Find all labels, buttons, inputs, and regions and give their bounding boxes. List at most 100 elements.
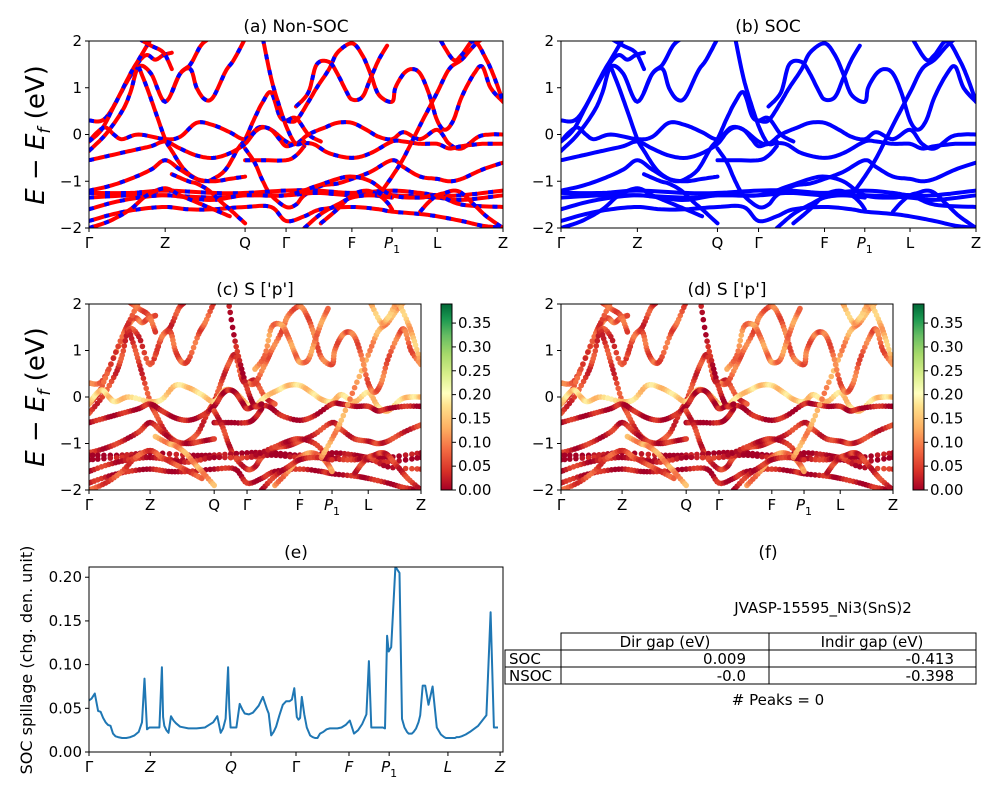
panel-e-ktick-label: Z — [494, 758, 506, 776]
scatter-point — [363, 372, 369, 378]
scatter-point — [701, 324, 708, 331]
scatter-point — [720, 453, 727, 460]
scatter-point — [801, 457, 807, 463]
scatter-point — [229, 324, 236, 331]
scatter-point — [707, 353, 714, 360]
panel-a-ytick-label: 2 — [72, 32, 82, 50]
scatter-point — [338, 417, 345, 424]
band-line-nonsoc-dash-9 — [89, 188, 503, 198]
panel-b-ktick-label: L — [906, 234, 915, 252]
scatter-point — [754, 453, 760, 459]
panel-e-ytick-label: 0.00 — [49, 743, 82, 761]
scatter-point — [890, 487, 893, 490]
scatter-point — [381, 369, 388, 376]
scatter-point — [823, 384, 830, 391]
panel-e-ylabel: SOC spillage (chg. den. unit) — [17, 546, 36, 775]
band-line-soc-7 — [561, 158, 720, 193]
scatter-point — [587, 343, 593, 350]
scatter-point — [876, 335, 883, 342]
scatter-point — [797, 305, 803, 312]
panel-d-ktick-label: Z — [888, 496, 898, 514]
band-line-nonsoc-dash-14 — [170, 172, 247, 225]
band-line-soc-17 — [774, 193, 867, 228]
scatter-point — [108, 361, 114, 367]
scatter-point — [759, 453, 765, 460]
scatter-point — [138, 366, 144, 373]
scatter-point — [890, 403, 893, 410]
scatter-point — [579, 455, 586, 461]
scatter-point — [887, 351, 893, 357]
scatter-point — [122, 338, 129, 344]
scatter-point — [854, 365, 861, 371]
scatter-point — [340, 472, 346, 478]
band-line-nonsoc-24 — [438, 41, 503, 104]
scatter-point — [585, 349, 591, 356]
panel-b-ytick-label: 2 — [544, 32, 554, 50]
scatter-point — [699, 309, 705, 316]
panel-a-ytick-label: 0 — [72, 126, 82, 144]
panel-b-ytick-label: 1 — [544, 79, 554, 97]
scatter-point — [418, 450, 421, 456]
scatter-point — [418, 394, 421, 400]
band-line-nonsoc-dash-16 — [418, 188, 503, 228]
panel-c-ktick-label: Q — [208, 496, 220, 514]
scatter-point — [890, 361, 893, 368]
scatter-point — [277, 452, 284, 459]
scatter-point — [238, 366, 245, 372]
scatter-point — [857, 464, 863, 470]
scatter-point — [121, 343, 128, 349]
panel-c-colorbar — [440, 303, 453, 491]
scatter-point — [737, 337, 744, 344]
scatter-point — [226, 304, 232, 309]
gap-table: JVASP-15595_Ni3(SnS)2 Dir gap (eV) Indir… — [504, 599, 977, 709]
scatter-point — [884, 342, 891, 348]
panel-d-colorbar-label: 0.00 — [930, 481, 963, 499]
band-line-nonsoc-dash-1 — [89, 41, 153, 144]
scatter-point — [418, 403, 421, 410]
scatter-point — [244, 454, 250, 461]
panel-d-colorbar-label: 0.15 — [930, 409, 963, 427]
panel-c-ytick-label: −1 — [60, 435, 82, 453]
panel-b-bands — [561, 41, 976, 228]
scatter-point — [233, 343, 239, 350]
panel-c-ktick-label: Z — [145, 496, 155, 514]
scatter-point — [826, 379, 832, 386]
scatter-point — [239, 455, 245, 461]
band-line-soc-22 — [642, 41, 719, 103]
scatter-point — [396, 453, 402, 459]
scatter-point — [192, 339, 199, 346]
scatter-point — [567, 452, 573, 459]
scatter-point — [638, 451, 645, 457]
scatter-point — [248, 453, 255, 460]
scatter-point — [189, 349, 195, 356]
scatter-point — [709, 362, 716, 368]
scatter-point — [386, 352, 393, 359]
scatter-point — [839, 347, 845, 354]
scatter-point — [812, 456, 819, 463]
band-line-nonsoc-dash-22 — [169, 41, 247, 103]
panel-c-title: (c) S ['p'] — [216, 280, 294, 300]
scatter-point — [858, 352, 865, 359]
band-line-nonsoc-3 — [136, 64, 323, 184]
scatter-point — [868, 453, 874, 459]
scatter-point — [716, 450, 722, 456]
panel-d-colorbar-label: 0.10 — [930, 433, 963, 451]
band-line-soc-16 — [891, 188, 976, 228]
panel-c-ylabel: E − Ef (eV) — [21, 327, 55, 467]
scatter-point — [624, 312, 631, 319]
scatter-point — [206, 455, 213, 461]
scatter-point — [592, 348, 599, 354]
panel-c-colorbar-label: 0.25 — [458, 362, 491, 380]
scatter-point — [367, 347, 373, 354]
panel-b-title: (b) SOC — [735, 17, 801, 37]
scatter-point — [890, 394, 893, 400]
band-line-nonsoc-dash-7 — [89, 158, 246, 193]
scatter-point — [149, 360, 155, 366]
scatter-point — [703, 332, 709, 338]
scatter-point — [683, 454, 689, 461]
scatter-point — [333, 450, 340, 456]
scatter-point — [735, 348, 741, 354]
scatter-point — [609, 337, 616, 344]
band-line-nonsoc-dash-19 — [285, 41, 503, 132]
scatter-point — [300, 466, 307, 473]
